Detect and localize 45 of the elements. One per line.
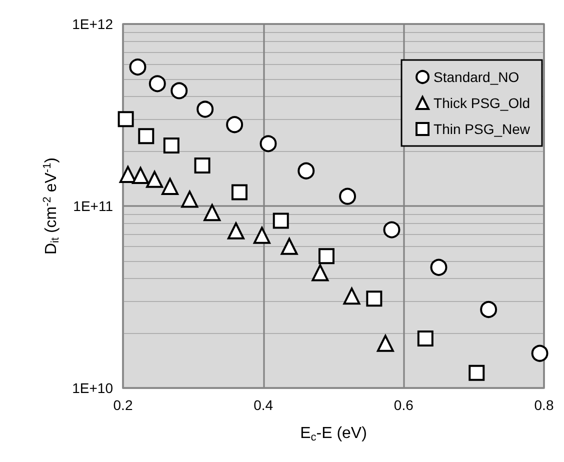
point xyxy=(227,222,244,240)
point xyxy=(162,178,179,195)
x-tick-label: 0.6 xyxy=(394,397,414,413)
y-axis-title: Dit (cm-2 eV-1) xyxy=(42,157,62,255)
point xyxy=(196,100,214,118)
point xyxy=(480,300,498,318)
point xyxy=(272,212,289,229)
legend-label: Thick PSG_Old xyxy=(434,95,530,111)
x-tick-label: 0.2 xyxy=(113,397,133,413)
point xyxy=(119,166,136,183)
point xyxy=(148,75,166,92)
point xyxy=(531,344,548,362)
y-tick-label: 1E+12 xyxy=(72,16,114,32)
point xyxy=(204,204,221,222)
point xyxy=(298,162,315,180)
point xyxy=(430,258,448,276)
point xyxy=(366,290,382,307)
point xyxy=(118,111,134,128)
y-tick-label: 1E+11 xyxy=(73,198,114,214)
point xyxy=(163,137,180,154)
point xyxy=(138,128,154,144)
point xyxy=(468,364,485,381)
point xyxy=(260,135,277,152)
point xyxy=(146,170,164,188)
point xyxy=(181,190,198,208)
point xyxy=(312,264,329,282)
y-tick-label: 1E+10 xyxy=(72,380,114,396)
point xyxy=(226,116,244,134)
x-tick-label: 0.8 xyxy=(534,397,554,413)
point xyxy=(170,82,188,100)
point xyxy=(417,330,434,347)
legend-label: Thin PSG_New xyxy=(434,121,531,137)
point xyxy=(318,248,334,264)
point xyxy=(280,238,298,255)
x-tick-label: 0.4 xyxy=(254,397,274,413)
point xyxy=(339,188,356,205)
point xyxy=(383,221,400,238)
point xyxy=(132,167,150,184)
point xyxy=(343,288,360,305)
point xyxy=(376,334,394,352)
point xyxy=(194,157,210,174)
point xyxy=(129,58,146,76)
point xyxy=(253,226,270,244)
point xyxy=(231,184,248,200)
legend-label: Standard_NO xyxy=(434,69,520,85)
